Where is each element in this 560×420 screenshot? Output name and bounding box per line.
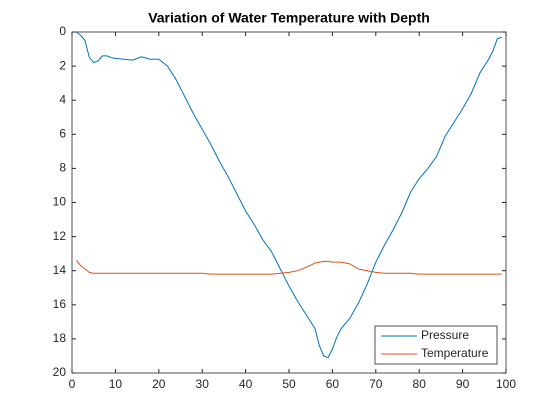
- chart-title: Variation of Water Temperature with Dept…: [148, 10, 430, 26]
- y-tick-label: 0: [59, 24, 66, 38]
- line-series: [75, 260, 502, 275]
- x-tick-label: 0: [69, 377, 76, 391]
- y-tick-label: 18: [53, 331, 67, 345]
- legend-box: [374, 325, 498, 365]
- x-tick-label: 100: [496, 377, 516, 391]
- legend-label: Pressure: [421, 328, 469, 342]
- plot-area: [71, 31, 507, 374]
- y-tick-label: 20: [53, 365, 67, 379]
- x-tick-label: 30: [196, 377, 210, 391]
- y-tick-label: 14: [53, 263, 67, 277]
- x-tick-label: 80: [413, 377, 427, 391]
- x-tick-label: 20: [152, 377, 166, 391]
- legend-label: Temperature: [421, 346, 489, 360]
- x-tick-label: 60: [326, 377, 340, 391]
- y-tick-label: 2: [59, 58, 66, 72]
- y-tick-label: 16: [53, 297, 67, 311]
- x-tick-label: 50: [282, 377, 296, 391]
- y-tick-label: 8: [59, 161, 66, 175]
- y-tick-label: 12: [53, 229, 67, 243]
- x-tick-label: 40: [239, 377, 253, 391]
- y-tick-label: 4: [59, 92, 66, 106]
- x-tick-label: 90: [456, 377, 470, 391]
- y-tick-label: 6: [59, 126, 66, 140]
- x-tick-label: 70: [369, 377, 383, 391]
- y-tick-label: 10: [53, 195, 67, 209]
- line-series: [76, 31, 502, 359]
- x-tick-label: 10: [109, 377, 123, 391]
